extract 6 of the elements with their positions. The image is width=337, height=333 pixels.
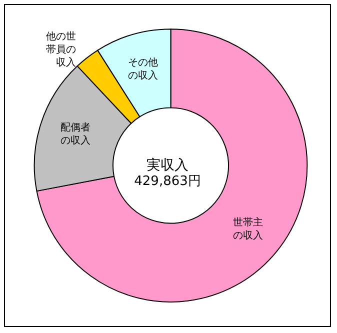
slice-label: 配偶者の収入 xyxy=(60,122,91,147)
text: 429,863円 xyxy=(134,174,201,189)
text: 実収入 xyxy=(146,158,188,174)
slice-label: 他の世帯員の収入 xyxy=(46,30,76,68)
slice-label: その他の収入 xyxy=(128,56,158,82)
slice-label: 世帯主の収入 xyxy=(232,216,263,242)
